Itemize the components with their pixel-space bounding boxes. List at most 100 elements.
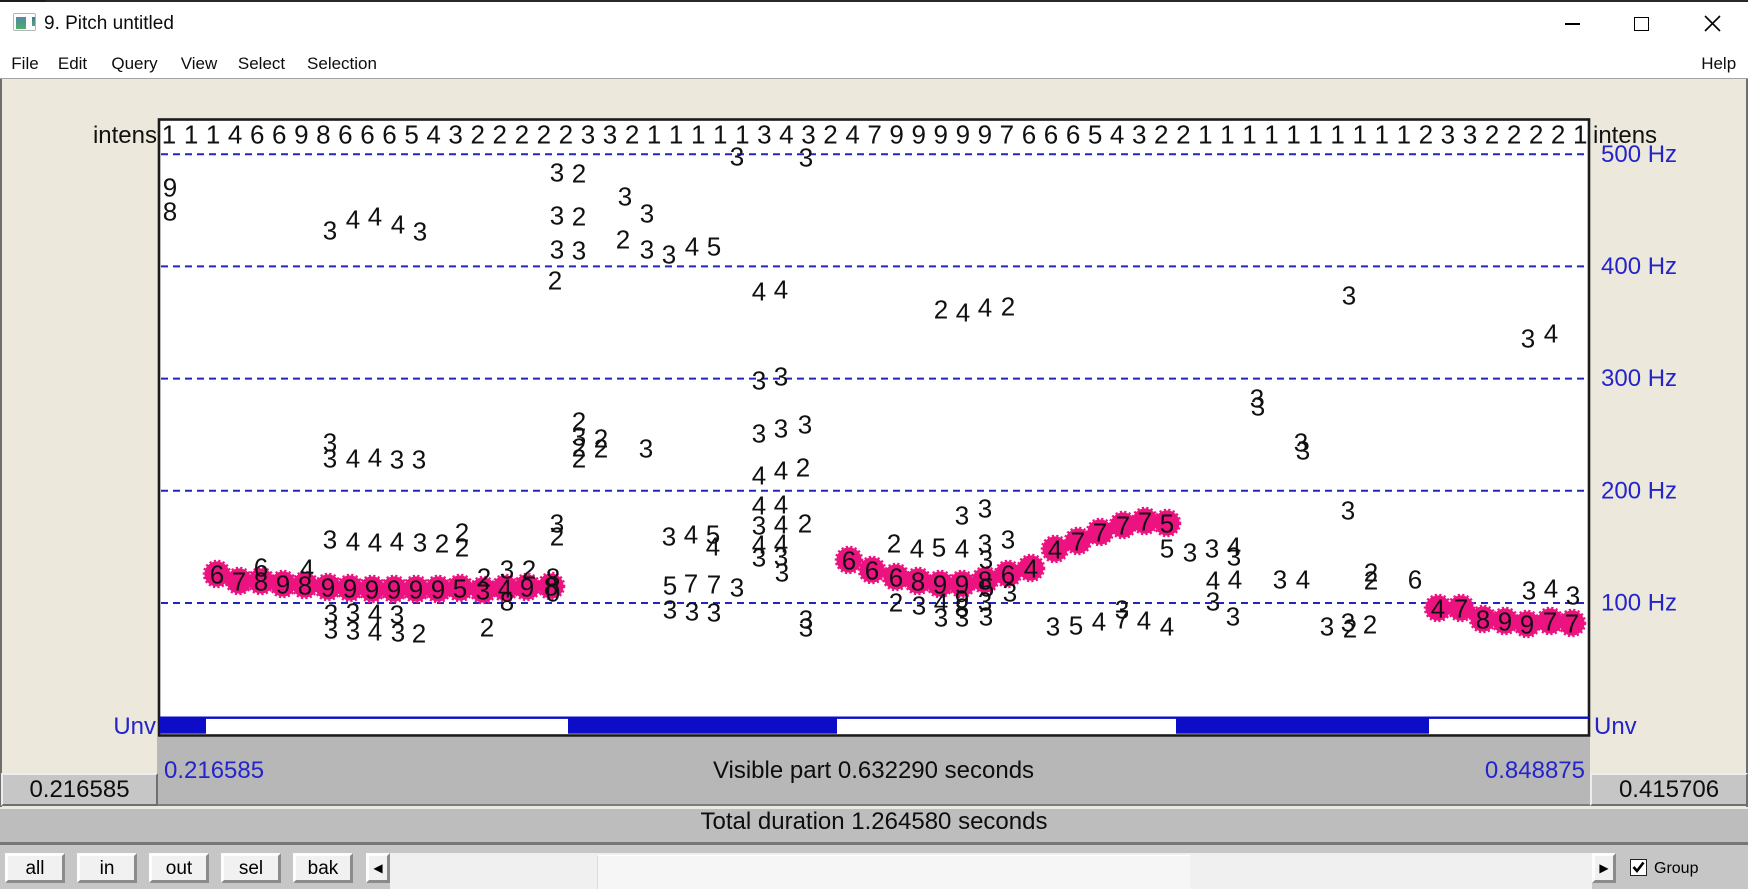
svg-text:3: 3 xyxy=(618,181,632,211)
svg-text:3: 3 xyxy=(955,500,969,530)
svg-text:2: 2 xyxy=(1363,609,1377,639)
svg-text:6: 6 xyxy=(889,562,903,592)
svg-text:4: 4 xyxy=(774,528,788,558)
svg-text:9: 9 xyxy=(1498,606,1512,636)
svg-text:1: 1 xyxy=(1264,119,1278,149)
svg-text:2: 2 xyxy=(594,423,608,453)
svg-text:8: 8 xyxy=(316,119,330,149)
svg-text:2: 2 xyxy=(550,521,564,551)
svg-text:6: 6 xyxy=(250,119,264,149)
svg-text:1: 1 xyxy=(647,119,661,149)
svg-text:Unv: Unv xyxy=(1594,713,1637,740)
svg-text:3: 3 xyxy=(1250,383,1264,413)
svg-text:4: 4 xyxy=(1024,553,1038,583)
svg-text:5: 5 xyxy=(1160,533,1174,563)
svg-text:2: 2 xyxy=(798,508,812,538)
svg-text:3: 3 xyxy=(581,119,595,149)
svg-text:intens: intens xyxy=(93,122,157,149)
svg-text:3: 3 xyxy=(662,239,676,269)
svg-text:2: 2 xyxy=(572,201,586,231)
svg-text:4: 4 xyxy=(228,119,242,149)
svg-text:1: 1 xyxy=(713,119,727,149)
svg-text:9: 9 xyxy=(956,119,970,149)
svg-text:7: 7 xyxy=(232,566,246,596)
svg-text:3: 3 xyxy=(1001,524,1015,554)
svg-text:2: 2 xyxy=(522,554,536,584)
svg-text:1: 1 xyxy=(1308,119,1322,149)
svg-text:4: 4 xyxy=(774,489,788,519)
svg-text:6: 6 xyxy=(272,119,286,149)
svg-text:3: 3 xyxy=(1206,586,1220,616)
svg-text:9: 9 xyxy=(365,574,379,604)
svg-text:3: 3 xyxy=(978,586,992,616)
svg-text:1: 1 xyxy=(1220,119,1234,149)
svg-text:9: 9 xyxy=(933,569,947,599)
svg-text:4: 4 xyxy=(498,573,512,603)
svg-text:4: 4 xyxy=(391,209,405,239)
svg-text:3: 3 xyxy=(752,542,766,572)
svg-text:4: 4 xyxy=(368,598,382,628)
svg-text:3: 3 xyxy=(752,418,766,448)
svg-text:4: 4 xyxy=(1544,573,1558,603)
svg-text:6: 6 xyxy=(865,555,879,585)
svg-text:8: 8 xyxy=(1476,604,1490,634)
svg-text:4: 4 xyxy=(300,553,314,583)
svg-text:2: 2 xyxy=(477,562,491,592)
svg-text:3: 3 xyxy=(730,141,744,171)
svg-text:4: 4 xyxy=(346,526,360,556)
svg-text:3: 3 xyxy=(979,544,993,574)
svg-text:3: 3 xyxy=(774,541,788,571)
svg-text:3: 3 xyxy=(346,597,360,627)
svg-text:4: 4 xyxy=(752,276,766,306)
svg-text:3: 3 xyxy=(640,198,654,228)
svg-text:1: 1 xyxy=(1198,119,1212,149)
svg-text:3: 3 xyxy=(572,235,586,265)
svg-text:300 Hz: 300 Hz xyxy=(1601,365,1677,392)
svg-text:3: 3 xyxy=(413,527,427,557)
svg-text:3: 3 xyxy=(1251,391,1265,421)
svg-text:3: 3 xyxy=(390,599,404,629)
svg-text:9: 9 xyxy=(520,572,534,602)
svg-text:4: 4 xyxy=(752,490,766,520)
svg-text:2: 2 xyxy=(572,432,586,462)
svg-text:3: 3 xyxy=(550,157,564,187)
svg-text:8: 8 xyxy=(254,566,268,596)
svg-text:1: 1 xyxy=(206,119,220,149)
svg-text:3: 3 xyxy=(1566,580,1580,610)
svg-text:4: 4 xyxy=(685,231,699,261)
svg-text:3: 3 xyxy=(1296,435,1310,465)
svg-text:3: 3 xyxy=(757,119,771,149)
svg-text:7: 7 xyxy=(707,569,721,599)
svg-text:3: 3 xyxy=(799,612,813,642)
svg-text:9: 9 xyxy=(955,584,969,614)
svg-text:1: 1 xyxy=(735,119,749,149)
svg-text:9: 9 xyxy=(321,572,335,602)
svg-text:2: 2 xyxy=(455,532,469,562)
svg-text:3: 3 xyxy=(1132,119,1146,149)
svg-text:3: 3 xyxy=(1521,323,1535,353)
svg-text:3: 3 xyxy=(752,510,766,540)
svg-text:2: 2 xyxy=(455,517,469,547)
svg-text:3: 3 xyxy=(550,234,564,264)
svg-text:7: 7 xyxy=(684,568,698,598)
svg-text:4: 4 xyxy=(774,509,788,539)
svg-text:2: 2 xyxy=(515,119,529,149)
svg-text:1: 1 xyxy=(669,119,683,149)
svg-text:5: 5 xyxy=(663,570,677,600)
svg-text:2: 2 xyxy=(616,224,630,254)
svg-text:4: 4 xyxy=(706,531,720,561)
svg-text:3: 3 xyxy=(550,508,564,538)
svg-text:7: 7 xyxy=(1565,608,1579,638)
svg-text:2: 2 xyxy=(889,587,903,617)
svg-text:3: 3 xyxy=(730,572,744,602)
svg-text:3: 3 xyxy=(390,444,404,474)
svg-text:2: 2 xyxy=(1364,565,1378,595)
svg-text:2: 2 xyxy=(934,294,948,324)
svg-text:2: 2 xyxy=(823,119,837,149)
svg-text:2: 2 xyxy=(559,119,573,149)
svg-text:7: 7 xyxy=(1071,526,1085,556)
svg-text:3: 3 xyxy=(1294,427,1308,457)
svg-text:5: 5 xyxy=(706,519,720,549)
svg-text:4: 4 xyxy=(368,442,382,472)
svg-text:4: 4 xyxy=(368,527,382,557)
